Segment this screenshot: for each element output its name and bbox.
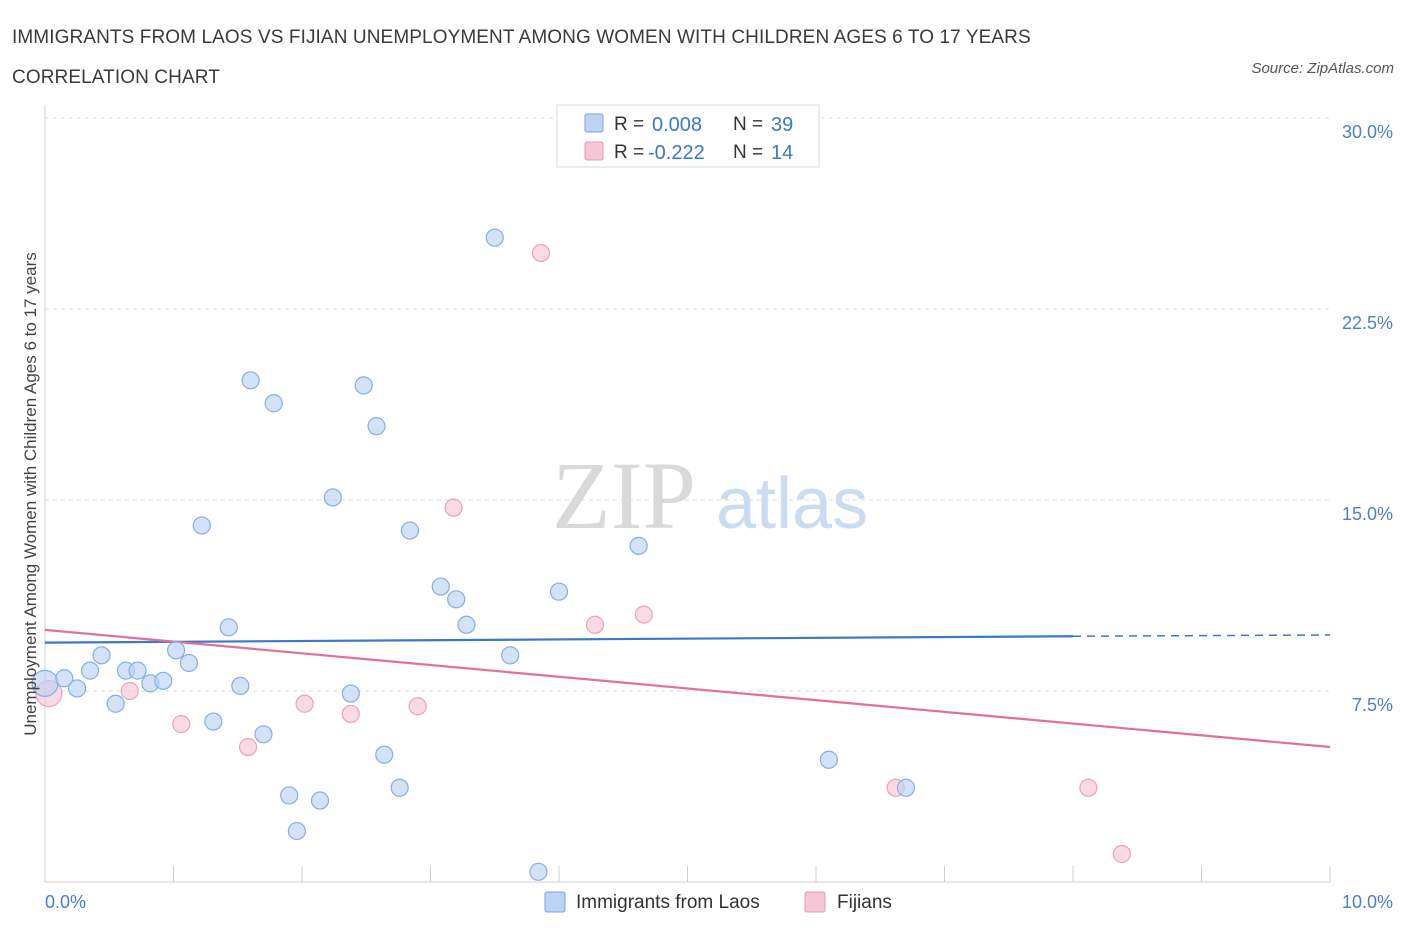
- laos-point-34: [529, 862, 548, 881]
- laos-point-32: [485, 228, 504, 247]
- laos-point-11: [179, 653, 199, 673]
- fijian-point-1: [120, 681, 139, 701]
- laos-point-29: [431, 577, 450, 596]
- laos-point-15: [231, 676, 250, 696]
- laos-point-5: [106, 694, 125, 713]
- trend-lines: [44, 628, 1331, 749]
- laos-point-30: [447, 590, 466, 609]
- series-swatch-laos: [544, 891, 566, 913]
- laos-point-14: [219, 618, 238, 637]
- fijian-point-10: [634, 605, 653, 624]
- laos-point-28: [400, 521, 420, 540]
- fijian-point-6: [408, 697, 427, 716]
- legend-n-value-1: 39: [771, 114, 793, 136]
- laos-point-23: [341, 684, 360, 703]
- series-swatch-fijians: [804, 891, 826, 913]
- laos-point-3: [80, 661, 100, 680]
- legend-n-label-2: N =: [733, 142, 763, 163]
- fijian-point-13: [1112, 844, 1131, 864]
- source-label: Source: ZipAtlas.com: [1251, 60, 1394, 77]
- laos-point-20: [287, 821, 306, 841]
- laos-point-18: [264, 394, 283, 413]
- fijian-point-3: [238, 737, 258, 757]
- laos-point-2: [68, 679, 87, 698]
- fijian-point-4: [295, 694, 314, 713]
- legend-r-value-1: 0.008: [652, 114, 702, 136]
- y-axis-label: Unemployment Among Women with Children A…: [21, 252, 40, 736]
- laos-point-35: [549, 582, 569, 601]
- legend-r-label-1: R =: [614, 114, 644, 135]
- laos-point-10: [166, 641, 186, 660]
- x-tick-labels: 0.0% 10.0%: [45, 892, 1393, 912]
- series-label-fijians: Fijians: [837, 892, 892, 913]
- y-tick-labels: 7.5% 15.0% 22.5% 30.0%: [1342, 122, 1393, 715]
- correlation-legend: R = 0.008 N = 39 R = -0.222 N = 14: [556, 104, 820, 168]
- x-tick-label-0: 0.0%: [45, 892, 86, 912]
- trend-line-1: [44, 628, 1331, 749]
- fijian-point-8: [531, 243, 551, 263]
- axes: [44, 105, 1331, 883]
- laos-point-19: [280, 786, 299, 805]
- series-label-laos: Immigrants from Laos: [576, 892, 760, 913]
- legend-swatch-pink: [584, 141, 604, 161]
- laos-point-24: [354, 376, 373, 395]
- laos-point-27: [390, 778, 409, 797]
- fijian-point-7: [444, 498, 463, 517]
- grid-lines: [45, 117, 1330, 692]
- x-tick-label-1: 10.0%: [1342, 892, 1393, 912]
- y-tick-label-2: 22.5%: [1342, 313, 1393, 333]
- y-tick-label-0: 7.5%: [1352, 695, 1393, 715]
- y-tick-label-3: 30.0%: [1342, 122, 1393, 142]
- trend-line-0: [44, 635, 1074, 644]
- series-legend: Immigrants from Laos Fijians: [544, 891, 892, 913]
- laos-point-38: [896, 778, 916, 797]
- trend-line-extension-0: [1072, 634, 1331, 637]
- laos-point-13: [204, 712, 223, 731]
- y-tick-label-1: 15.0%: [1342, 504, 1393, 524]
- laos-point-25: [367, 417, 386, 436]
- watermark-zip: ZIP: [552, 442, 696, 549]
- legend-n-label-1: N =: [733, 114, 763, 135]
- laos-point-36: [629, 536, 648, 555]
- fijian-point-2: [172, 715, 191, 734]
- laos-point-7: [128, 661, 147, 680]
- legend-swatch-blue: [584, 113, 604, 133]
- laos-point-22: [323, 488, 342, 507]
- laos-point-21: [310, 791, 330, 810]
- legend-r-value-2: -0.222: [648, 142, 705, 164]
- laos-point-37: [819, 750, 838, 769]
- laos-point-1: [55, 669, 74, 688]
- laos-point-33: [501, 646, 520, 665]
- watermark-atlas: atlas: [716, 464, 868, 544]
- legend-n-value-2: 14: [771, 142, 793, 164]
- laos-point-4: [92, 646, 111, 665]
- laos-point-17: [254, 725, 273, 744]
- laos-point-26: [375, 745, 394, 764]
- laos-point-9: [154, 671, 173, 690]
- legend-r-label-2: R =: [614, 142, 644, 163]
- fijian-point-9: [585, 615, 605, 634]
- data-points: [31, 228, 1131, 881]
- fijian-point-12: [1079, 778, 1098, 797]
- laos-point-12: [192, 516, 211, 535]
- chart-title: IMMIGRANTS FROM LAOS VS FIJIAN UNEMPLOYM…: [12, 27, 1031, 88]
- laos-point-31: [457, 615, 476, 634]
- fijian-point-5: [341, 704, 360, 724]
- laos-point-16: [241, 371, 260, 390]
